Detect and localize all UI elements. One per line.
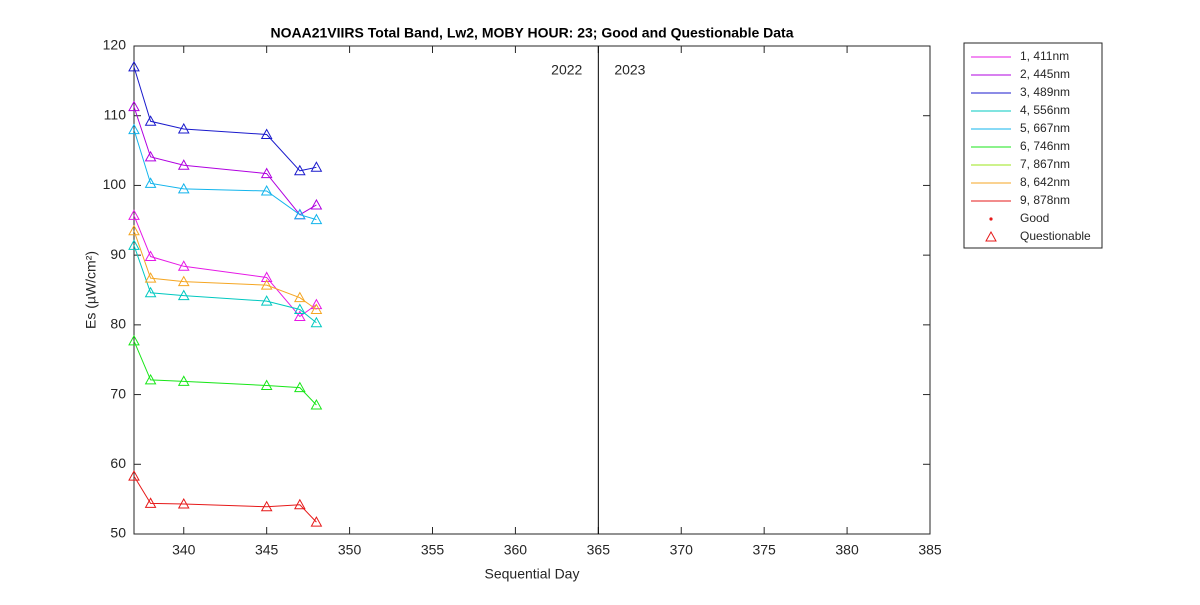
marker	[260, 279, 273, 290]
marker	[128, 470, 140, 481]
marker	[177, 275, 190, 287]
marker	[293, 208, 306, 220]
y-tick-label: 120	[103, 37, 127, 53]
marker	[293, 303, 306, 315]
series-line	[133, 215, 317, 318]
y-tick-label: 60	[110, 455, 126, 471]
marker	[293, 164, 306, 176]
x-axis-label: Sequential Day	[485, 566, 580, 582]
x-tick-label: 345	[255, 542, 279, 558]
legend-label: 3, 489nm	[1020, 85, 1070, 99]
legend-label: 5, 667nm	[1020, 121, 1070, 135]
series-line	[133, 340, 317, 406]
marker	[310, 213, 323, 225]
marker	[128, 209, 140, 220]
marker	[144, 497, 157, 508]
x-tick-label: 355	[421, 542, 445, 558]
x-tick-label: 365	[587, 542, 611, 558]
marker	[260, 167, 273, 179]
legend-label: 6, 746nm	[1020, 139, 1070, 153]
marker	[177, 122, 190, 134]
y-axis-label: Es (µW/cm²)	[83, 251, 99, 329]
marker	[260, 271, 273, 282]
y-tick-label: 100	[103, 176, 127, 192]
series-line	[133, 230, 317, 310]
x-tick-label: 375	[752, 542, 776, 558]
marker	[177, 289, 190, 301]
marker	[260, 128, 273, 140]
marker	[260, 379, 273, 391]
legend-label: 7, 867nm	[1020, 157, 1070, 171]
chart-title: NOAA21VIIRS Total Band, Lw2, MOBY HOUR: …	[271, 25, 794, 41]
marker	[144, 286, 157, 298]
marker	[128, 123, 140, 135]
y-tick-label: 90	[110, 246, 126, 262]
legend-label: 1, 411nm	[1020, 49, 1069, 63]
marker	[144, 250, 157, 262]
marker	[293, 310, 306, 321]
marker	[128, 239, 140, 250]
marker	[310, 398, 323, 410]
legend-label: Questionable	[1020, 229, 1091, 243]
marker	[310, 316, 323, 328]
x-tick-label: 340	[172, 542, 196, 558]
marker	[128, 334, 140, 346]
legend-box	[963, 42, 1103, 249]
y-tick-label: 80	[110, 316, 126, 332]
plot-frame	[133, 45, 931, 535]
marker	[177, 159, 190, 170]
marker	[128, 100, 140, 112]
y-tick-label: 110	[104, 106, 127, 122]
marker	[293, 381, 306, 393]
marker	[144, 373, 157, 385]
x-tick-label: 360	[504, 542, 528, 558]
y-tick-label: 70	[110, 385, 126, 401]
legend-label: 4, 556nm	[1020, 103, 1070, 117]
marker	[260, 500, 273, 512]
marker	[177, 260, 190, 271]
legend-label: Good	[1020, 211, 1049, 225]
annotation: 2023	[614, 62, 645, 78]
marker	[144, 150, 157, 162]
x-tick-label: 350	[338, 542, 362, 558]
marker	[310, 198, 323, 210]
x-tick-label: 370	[670, 542, 694, 558]
marker	[310, 303, 323, 315]
marker	[293, 291, 306, 303]
annotation: 2022	[551, 62, 582, 78]
marker	[177, 497, 190, 509]
series-line	[133, 106, 317, 216]
marker	[260, 295, 273, 306]
marker	[128, 60, 140, 72]
x-tick-label: 380	[835, 542, 859, 558]
marker	[310, 516, 323, 527]
legend-label: 2, 445nm	[1020, 67, 1070, 81]
marker	[144, 272, 157, 283]
marker	[144, 115, 157, 126]
series-line	[133, 245, 317, 324]
legend-swatch	[985, 230, 997, 242]
series-line	[133, 475, 317, 523]
marker	[310, 298, 323, 310]
marker	[128, 224, 140, 236]
legend-label: 8, 642nm	[1020, 175, 1070, 189]
legend-label: 9, 878nm	[1020, 193, 1070, 207]
y-tick-label: 50	[110, 525, 126, 541]
marker	[144, 177, 157, 188]
legend-swatch	[989, 217, 993, 221]
marker	[293, 498, 306, 510]
marker	[260, 184, 273, 196]
marker	[177, 375, 190, 386]
marker	[310, 161, 323, 172]
marker	[177, 182, 190, 194]
x-tick-label: 385	[918, 542, 942, 558]
